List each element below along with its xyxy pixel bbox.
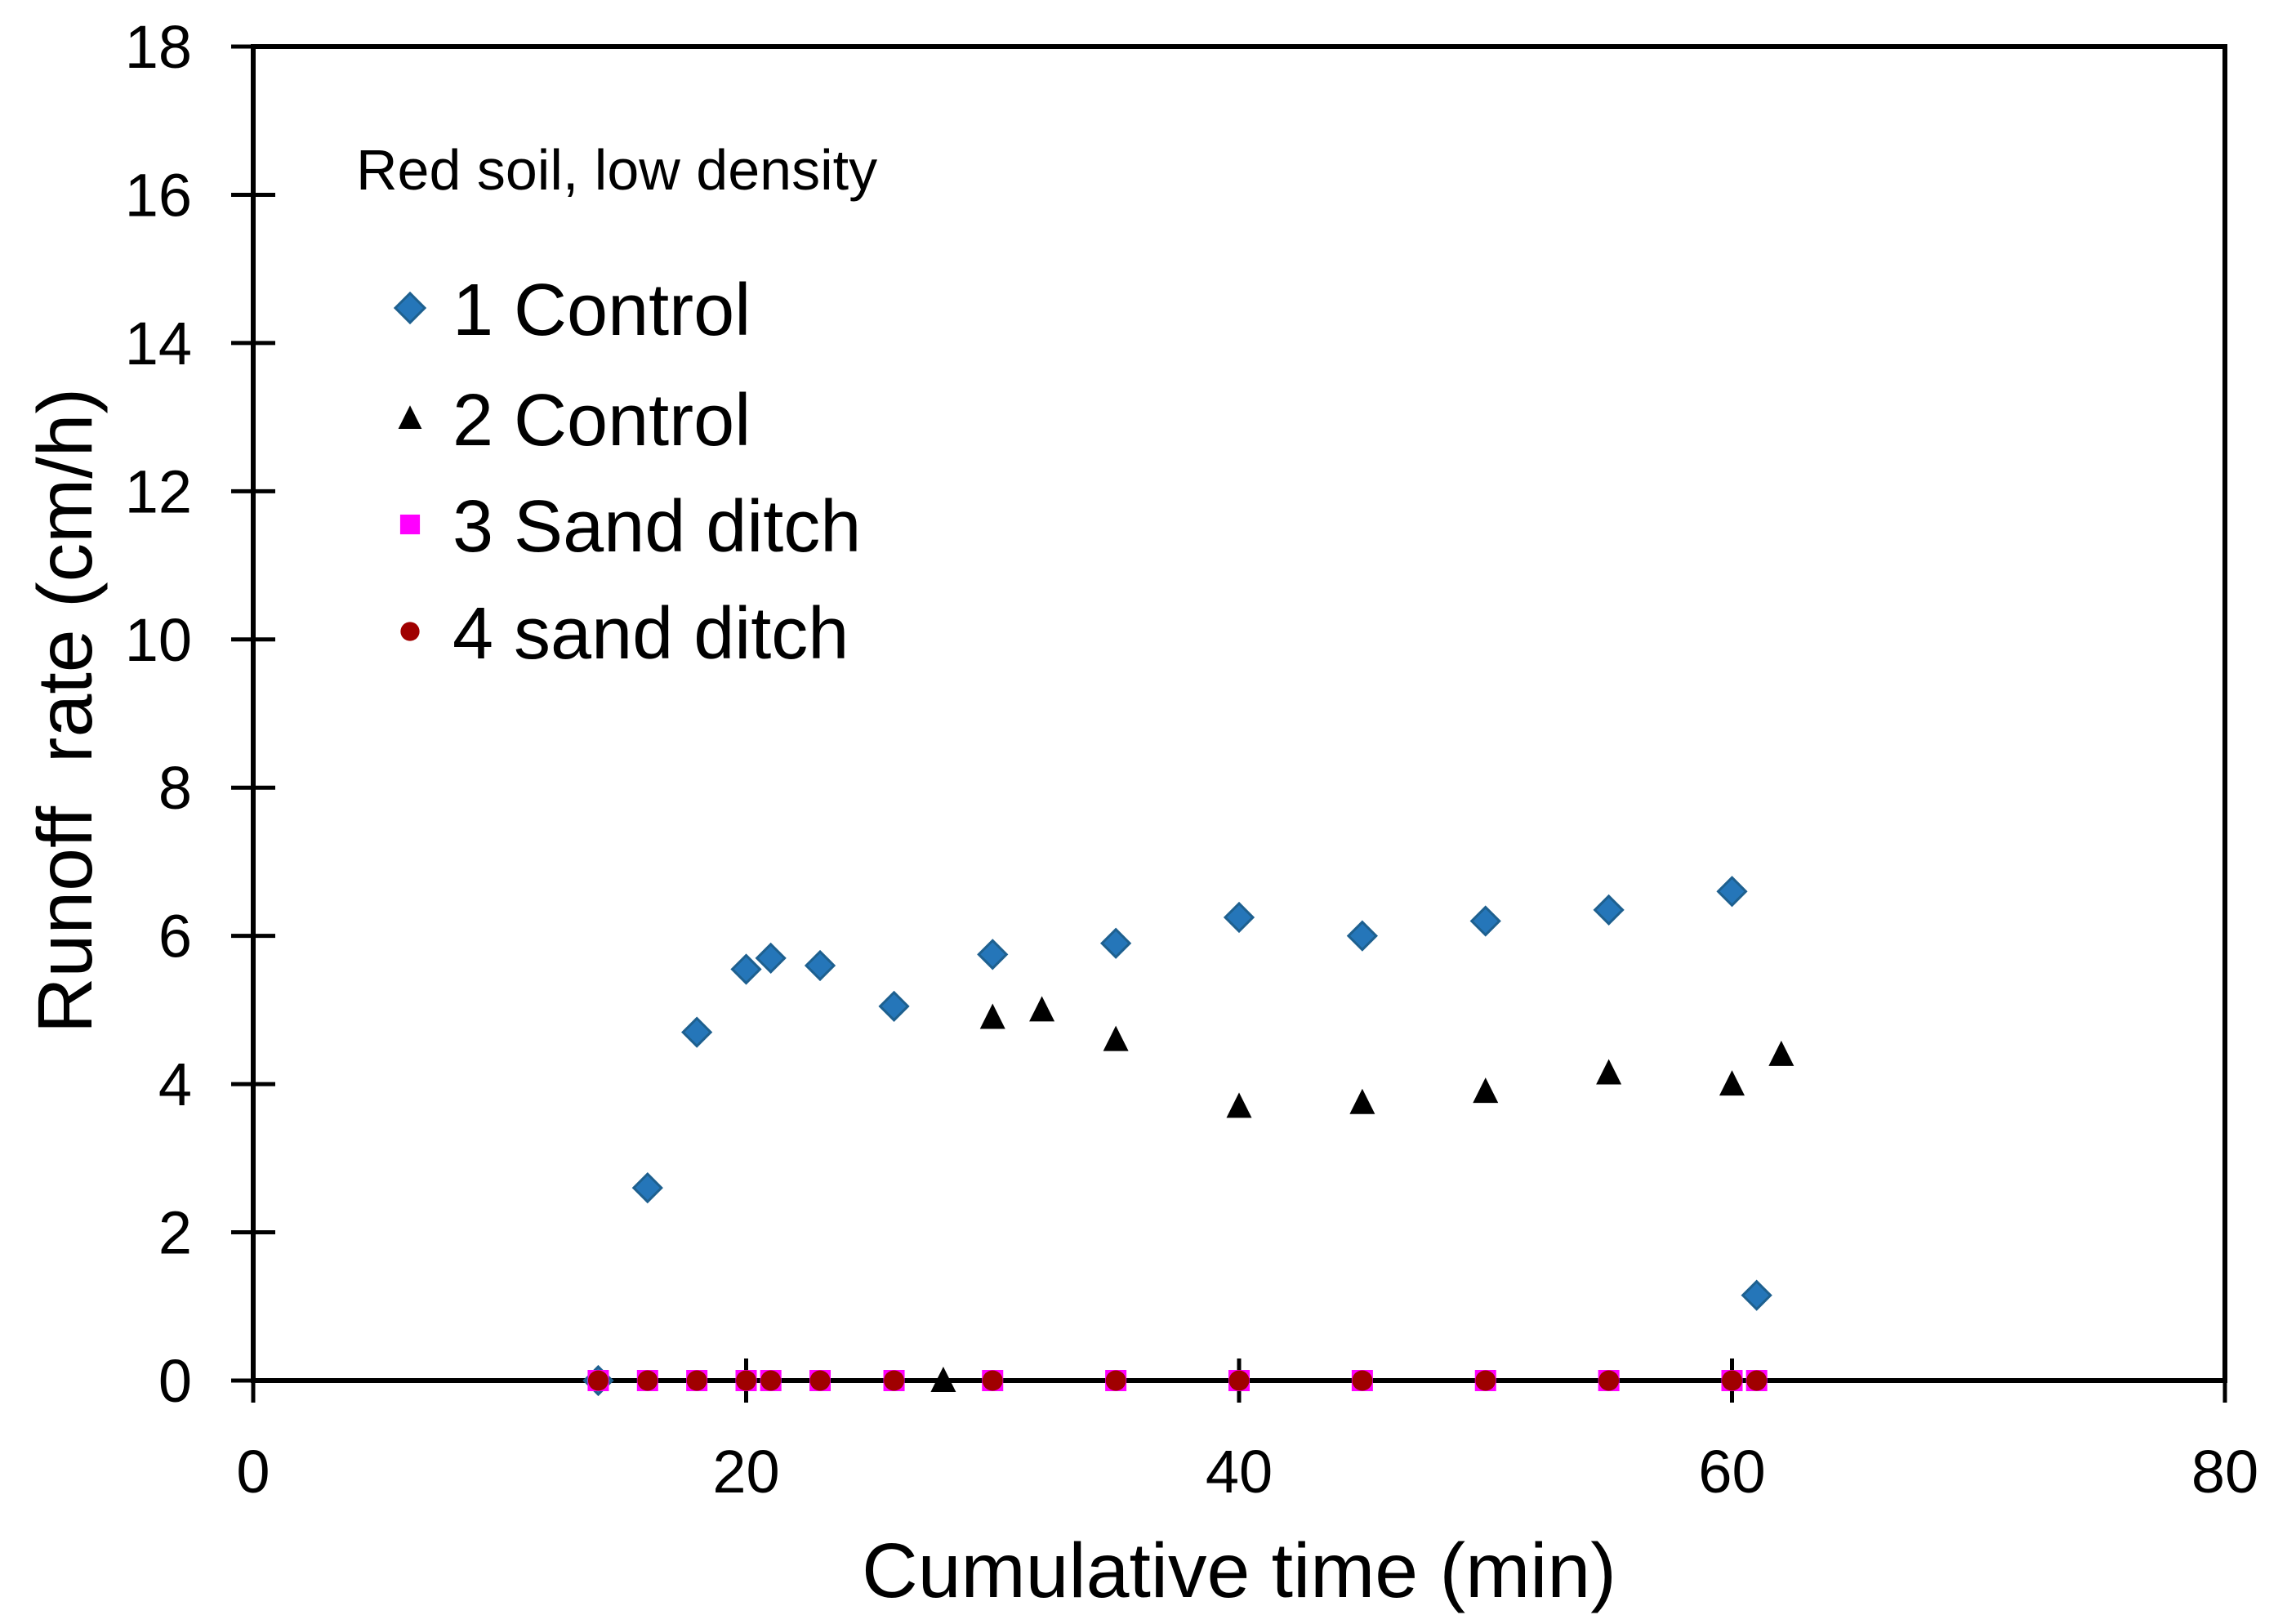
data-point-series2-2: [1029, 996, 1055, 1022]
data-point-series4-6: [884, 1370, 905, 1391]
y-tick-label: 4: [158, 1051, 192, 1118]
data-point-series2-9: [1768, 1040, 1794, 1066]
legend-marker-circle: [400, 622, 420, 641]
data-point-series1-7: [977, 939, 1009, 970]
data-point-series4-14: [1746, 1370, 1768, 1391]
y-tick-label: 10: [125, 606, 192, 674]
legend-item-2: 2 Control: [398, 380, 751, 462]
data-point-series2-3: [1103, 1025, 1129, 1051]
data-point-series2-6: [1473, 1077, 1499, 1104]
data-point-series4-11: [1475, 1370, 1496, 1391]
legend-item-3: 3 Sand ditch: [399, 486, 861, 568]
legend-label: 3 Sand ditch: [453, 486, 861, 568]
data-point-series1-6: [878, 990, 910, 1022]
data-point-series1-10: [1346, 920, 1379, 952]
data-point-series1-9: [1223, 901, 1255, 934]
y-axis-title: Runoff rate (cm/h): [22, 388, 109, 1033]
data-point-series1-14: [1741, 1279, 1772, 1311]
y-tick-label: 8: [158, 754, 192, 822]
data-point-series1-8: [1100, 927, 1132, 959]
legend-marker-triangle: [398, 405, 422, 430]
legend-label: 2 Control: [453, 380, 751, 462]
data-point-series2-4: [1226, 1092, 1252, 1118]
data-point-series2-7: [1596, 1059, 1622, 1085]
y-tick-label: 0: [158, 1347, 192, 1415]
chart-annotation: Red soil, low density: [356, 138, 877, 202]
data-point-series2-5: [1349, 1088, 1375, 1114]
data-point-series4-13: [1722, 1370, 1742, 1391]
y-tick-label: 6: [158, 903, 192, 970]
legend-label: 4 sand ditch: [453, 593, 849, 675]
x-tick-label: 20: [712, 1438, 779, 1506]
data-point-series1-11: [1469, 905, 1501, 937]
legend-marker-diamond: [393, 291, 427, 325]
axis-ticks: 0 20 40 60 80 0 2 4 6 8 10 12 14 16 18: [125, 13, 2258, 1506]
data-point-series4-10: [1352, 1370, 1373, 1391]
data-point-series2-1: [979, 1003, 1005, 1029]
data-point-series1-3: [730, 953, 762, 985]
legend-label: 1 Control: [453, 270, 751, 351]
data-point-series4-2: [686, 1370, 707, 1391]
data-points: [582, 876, 1794, 1397]
x-tick-label: 0: [236, 1438, 270, 1506]
data-point-series1-12: [1593, 894, 1625, 926]
data-point-series4-9: [1228, 1370, 1250, 1391]
data-point-series4-1: [637, 1370, 658, 1391]
data-point-series4-4: [760, 1370, 782, 1391]
data-point-series2-8: [1719, 1070, 1745, 1096]
data-point-series4-5: [809, 1370, 831, 1391]
x-tick-label: 40: [1206, 1438, 1273, 1506]
legend: 1 Control 2 Control 3 Sand ditch 4 sand dit…: [393, 270, 861, 675]
data-point-series1-13: [1716, 876, 1748, 908]
plot-frame: [251, 44, 2227, 1383]
legend-marker-square: [399, 514, 421, 535]
data-point-series4-3: [736, 1370, 756, 1391]
y-tick-label: 18: [125, 13, 192, 81]
data-point-series1-1: [631, 1171, 663, 1204]
data-point-series1-2: [681, 1016, 713, 1048]
data-point-series4-7: [982, 1370, 1003, 1391]
data-point-series1-5: [804, 949, 836, 982]
data-point-series1-4: [755, 942, 787, 975]
legend-item-1: 1 Control: [393, 270, 751, 351]
x-tick-label: 60: [1698, 1438, 1765, 1506]
y-tick-label: 2: [158, 1199, 192, 1267]
y-tick-label: 12: [125, 457, 192, 525]
x-tick-label: 80: [2191, 1438, 2258, 1506]
y-tick-label: 16: [125, 161, 192, 229]
data-point-series4-0: [587, 1370, 609, 1391]
legend-item-4: 4 sand ditch: [400, 593, 849, 675]
data-point-series2-0: [930, 1367, 956, 1392]
y-tick-label: 14: [125, 310, 192, 377]
data-point-series4-12: [1598, 1370, 1620, 1391]
data-point-series4-8: [1105, 1370, 1126, 1391]
x-axis-title: Cumulative time (min): [862, 1528, 1616, 1614]
